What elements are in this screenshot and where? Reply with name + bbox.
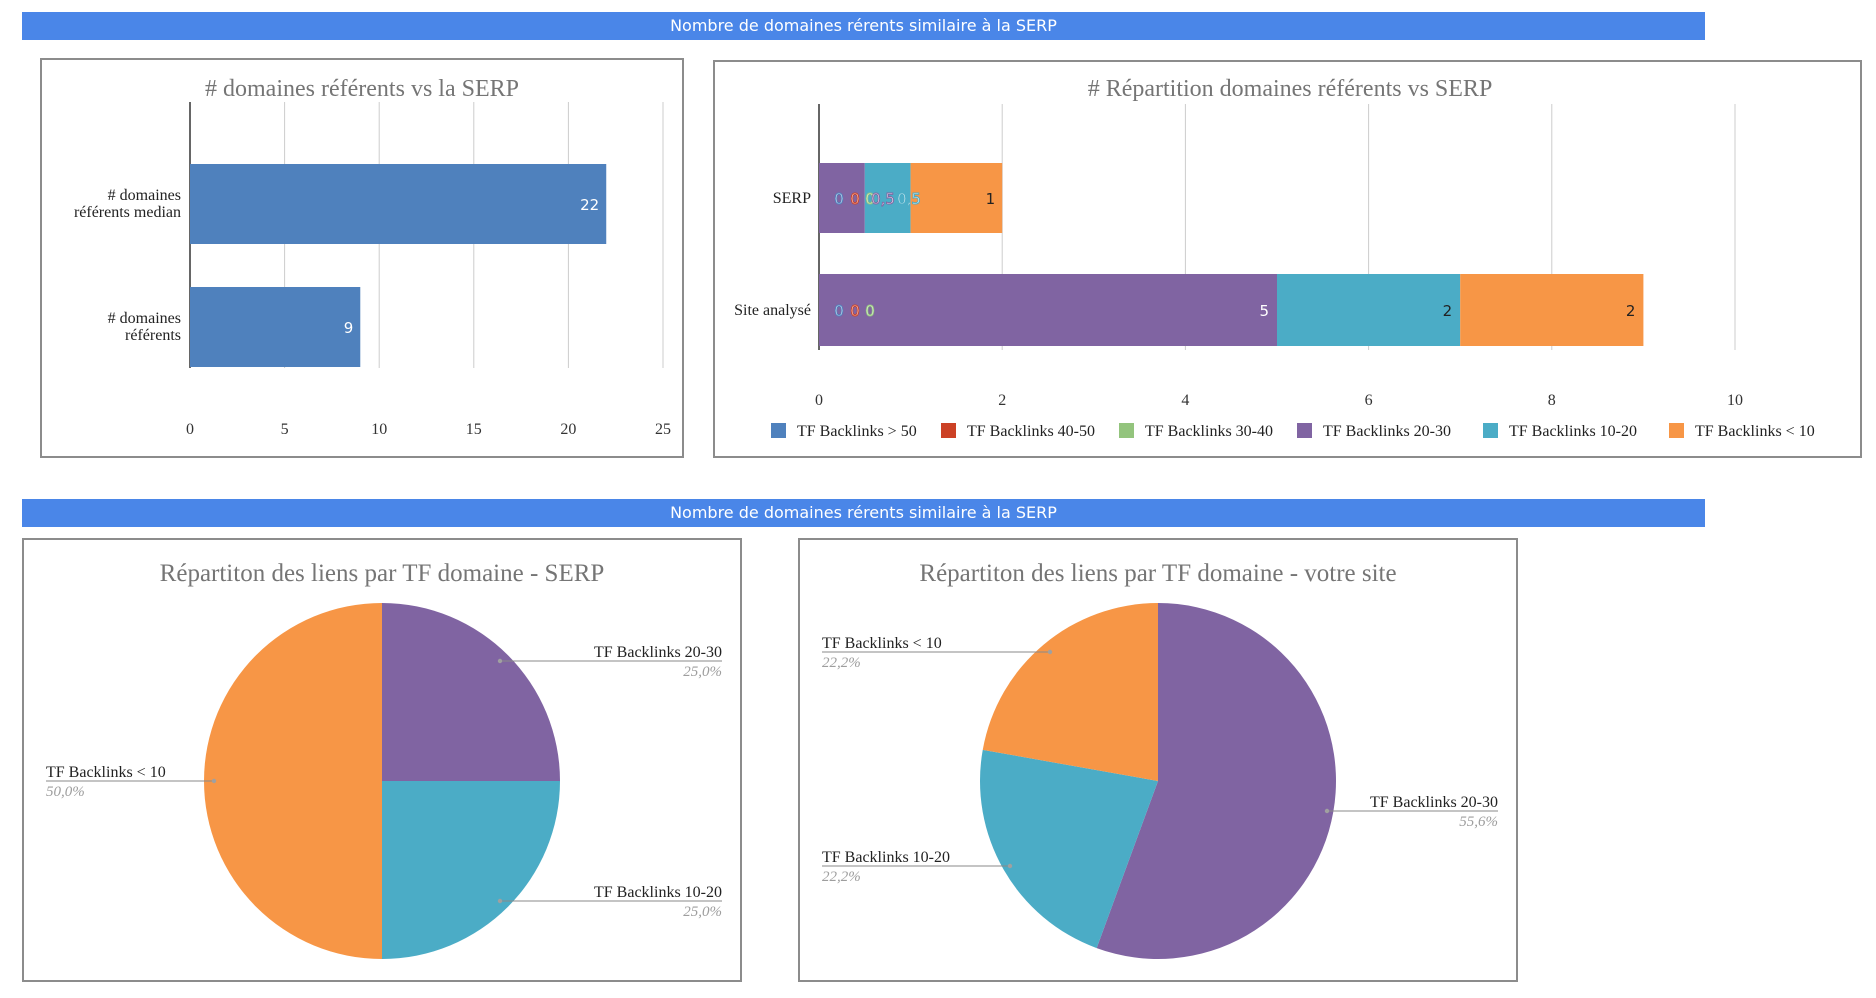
legend-label: TF Backlinks 20-30 (1323, 423, 1451, 440)
x-tick-label: 6 (1365, 392, 1373, 409)
slice-label: TF Backlinks 10-20 (594, 884, 722, 901)
pie-slice (382, 781, 560, 959)
legend-swatch (1669, 423, 1684, 438)
legend-label: TF Backlinks 10-20 (1509, 423, 1637, 440)
referring-domains-stacked-chart: # Répartition domaines référents vs SERP… (734, 76, 1815, 440)
slice-percent: 22,2% (822, 655, 861, 671)
bar (190, 287, 361, 367)
x-tick-label: 5 (281, 421, 289, 438)
pie-slice (204, 603, 382, 959)
slice-label: TF Backlinks 20-30 (1370, 794, 1498, 811)
x-tick-label: 25 (655, 421, 671, 438)
leader-dot (211, 778, 217, 784)
x-tick-label: 10 (1727, 392, 1743, 409)
slice-label: TF Backlinks < 10 (46, 764, 166, 781)
legend-swatch (771, 423, 786, 438)
legend-swatch (1297, 423, 1312, 438)
slice-percent: 25,0% (683, 664, 722, 680)
slice-label: TF Backlinks 10-20 (822, 849, 950, 866)
legend-swatch (941, 423, 956, 438)
pie-slice (982, 603, 1158, 781)
stacked-bar-segment (864, 163, 911, 233)
x-tick-label: 15 (466, 421, 482, 438)
legend-label: TF Backlinks > 50 (797, 423, 917, 440)
segment-data-label: 0 (850, 302, 860, 320)
segment-data-label: 1 (986, 190, 996, 208)
x-tick-label: 4 (1181, 392, 1189, 409)
leader-dot (1324, 808, 1330, 814)
bar (190, 164, 607, 244)
slice-percent: 50,0% (46, 784, 85, 800)
slice-percent: 55,6% (1459, 814, 1498, 830)
y-category-label: # domaines référents (108, 310, 181, 344)
segment-data-label: 0,5 (897, 190, 921, 208)
segment-data-label: 0 (850, 190, 860, 208)
leader-dot (1047, 649, 1053, 655)
site-pie-chart: Répartiton des liens par TF domaine - vo… (822, 560, 1498, 959)
legend-label: TF Backlinks 30-40 (1145, 423, 1273, 440)
segment-data-label: 0,5 (871, 190, 895, 208)
stacked-bar-segment (910, 163, 1003, 233)
serp-pie-panel: Répartiton des liens par TF domaine - SE… (22, 538, 742, 982)
segment-data-label: 2 (1626, 302, 1636, 320)
bar-data-label: 9 (344, 319, 354, 337)
stacked-bar-segment (1460, 274, 1644, 346)
referring-domains-bar-panel: # domaines référents vs la SERP 0 5 10 15 20 2… (40, 58, 684, 458)
x-tick-label: 10 (371, 421, 387, 438)
segment-data-label: 0 (834, 190, 844, 208)
slice-label: TF Backlinks < 10 (822, 635, 942, 652)
section-banner-top: Nombre de domaines rérents similaire à l… (22, 12, 1705, 40)
leader-dot (1007, 863, 1013, 869)
chart-title: # Répartition domaines référents vs SERP (1088, 76, 1493, 102)
legend-label: TF Backlinks 40-50 (967, 423, 1095, 440)
pie-slice (1096, 603, 1336, 959)
x-tick-label: 0 (186, 421, 194, 438)
y-category-label: SERP (773, 190, 811, 207)
slice-label: TF Backlinks 20-30 (594, 644, 722, 661)
stacked-bar-segment (819, 274, 1277, 346)
site-pie-panel: Répartiton des liens par TF domaine - vo… (798, 538, 1518, 982)
pie-slice (980, 749, 1158, 949)
segment-data-label: 0 (865, 190, 875, 208)
referring-domains-bar-chart: # domaines référents vs la SERP 0 5 10 15 20 2… (74, 76, 671, 438)
x-tick-label: 8 (1548, 392, 1556, 409)
referring-domains-breakdown-panel: # Répartition domaines référents vs SERP… (713, 60, 1862, 458)
slice-percent: 22,2% (822, 869, 861, 885)
x-tick-label: 0 (815, 392, 823, 409)
section-banner-bottom: Nombre de domaines rérents similaire à l… (22, 499, 1705, 527)
segment-data-label: 0 (865, 302, 875, 320)
legend-label: TF Backlinks < 10 (1695, 423, 1815, 440)
pie-slice (382, 603, 560, 781)
leader-dot (497, 658, 503, 664)
stacked-bar-segment (1277, 274, 1461, 346)
x-tick-label: 2 (998, 392, 1006, 409)
chart-title: Répartiton des liens par TF domaine - SE… (160, 560, 605, 587)
serp-pie-chart: Répartiton des liens par TF domaine - SE… (46, 560, 722, 959)
stacked-bar-segment (819, 163, 865, 233)
chart-title: # domaines référents vs la SERP (205, 76, 519, 102)
y-category-label: # domaines référents median (74, 187, 181, 221)
leader-dot (497, 898, 503, 904)
y-category-label: Site analysé (734, 302, 811, 319)
legend-swatch (1119, 423, 1134, 438)
segment-data-label: 0 (834, 302, 844, 320)
bar-data-label: 22 (580, 196, 599, 214)
legend-swatch (1483, 423, 1498, 438)
slice-percent: 25,0% (683, 904, 722, 920)
segment-data-label: 5 (1259, 302, 1269, 320)
x-tick-label: 20 (560, 421, 576, 438)
chart-title: Répartiton des liens par TF domaine - vo… (919, 560, 1396, 587)
segment-data-label: 2 (1443, 302, 1453, 320)
